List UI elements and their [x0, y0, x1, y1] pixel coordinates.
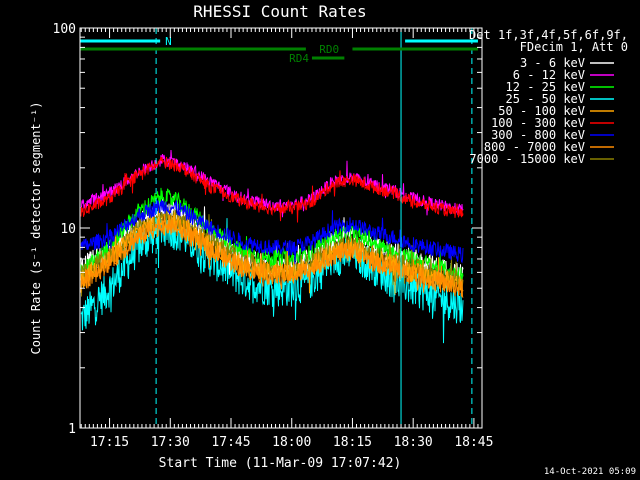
y-tick-label: 10	[60, 222, 76, 237]
annotation-n-label: N	[165, 35, 172, 48]
annotation-rd0-label: RD0	[319, 43, 339, 56]
y-tick-label: 100	[53, 22, 76, 37]
legend-label-50-100-kev: 50 - 100 keV	[498, 104, 585, 118]
series-100-300-kev-line	[80, 156, 464, 223]
legend: Det 1f,3f,4f,5f,6f,9f, FDecim 1, Att 0 3…	[469, 28, 628, 166]
axes-layer: 1 10 100 17:15 17:30 17:45 18:00 18:15 18:30 18:4…	[53, 22, 494, 450]
legend-label-12-25-kev: 12 - 25 keV	[506, 80, 585, 94]
legend-header-line-1: Det 1f,3f,4f,5f,6f,9f,	[469, 28, 628, 42]
x-tick-label: 18:30	[394, 435, 433, 450]
x-tick-label: 18:45	[454, 435, 493, 450]
series-800-7000-kev-line	[80, 213, 464, 298]
legend-label-6-12-kev: 6 - 12 keV	[513, 68, 585, 82]
x-tick-label: 17:45	[211, 435, 250, 450]
legend-label-300-800-kev: 300 - 800 keV	[491, 128, 585, 142]
series-layer	[80, 149, 464, 344]
x-tick-label: 18:00	[272, 435, 311, 450]
legend-label-100-300-kev: 100 - 300 keV	[491, 116, 585, 130]
x-tick-label: 17:15	[90, 435, 129, 450]
chart-title: RHESSI Count Rates	[193, 2, 366, 21]
legend-label-800-7000-kev: 800 - 7000 keV	[484, 140, 585, 154]
y-tick-label: 1	[68, 422, 76, 437]
legend-label-7000-15000-kev: 7000 - 15000 keV	[469, 152, 585, 166]
annotation-rd4-label: RD4	[289, 52, 309, 65]
x-tick-label: 17:30	[151, 435, 190, 450]
x-axis-label: Start Time (11-Mar-09 17:07:42)	[159, 456, 402, 471]
legend-label-3-6-kev: 3 - 6 keV	[520, 56, 585, 70]
legend-label-25-50-kev: 25 - 50 keV	[506, 92, 585, 106]
footer-timestamp: 14-Oct-2021 05:09	[544, 467, 636, 477]
x-tick-label: 18:15	[333, 435, 372, 450]
legend-header-line-2: FDecim 1, Att 0	[520, 40, 628, 54]
y-axis-label: Count Rate (s⁻¹ detector segment⁻¹)	[29, 102, 43, 355]
series-300-800-kev-line	[80, 200, 464, 264]
